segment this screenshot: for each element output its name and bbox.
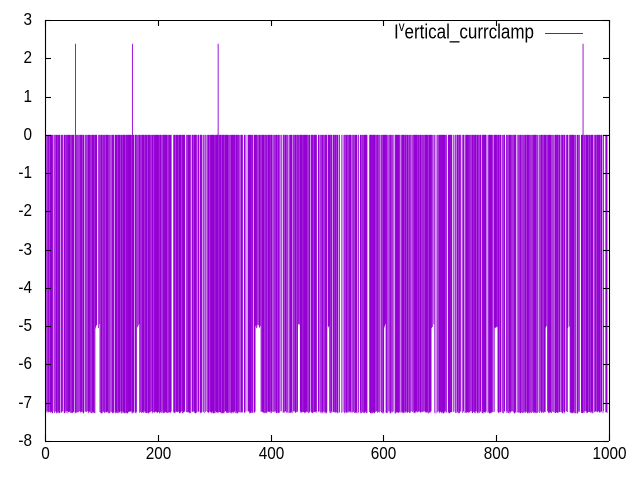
svg-text:-7: -7 [18,392,32,412]
svg-text:-4: -4 [18,277,32,297]
svg-text:2: 2 [23,47,32,67]
svg-text:0: 0 [23,124,32,144]
svg-text:-8: -8 [18,430,32,450]
svg-text:1000: 1000 [592,443,626,463]
svg-text:-6: -6 [18,353,32,373]
svg-text:200: 200 [146,443,172,463]
svg-text:400: 400 [259,443,285,463]
svg-text:3: 3 [23,9,32,29]
svg-text:600: 600 [371,443,397,463]
svg-text:800: 800 [484,443,510,463]
svg-text:1: 1 [23,86,32,106]
svg-text:Ivertical_currclamp: Ivertical_currclamp [394,17,534,44]
svg-text:-2: -2 [18,200,32,220]
svg-text:-3: -3 [18,239,32,259]
svg-text:-5: -5 [18,315,32,335]
svg-text:0: 0 [41,443,50,463]
svg-text:-1: -1 [18,162,32,182]
